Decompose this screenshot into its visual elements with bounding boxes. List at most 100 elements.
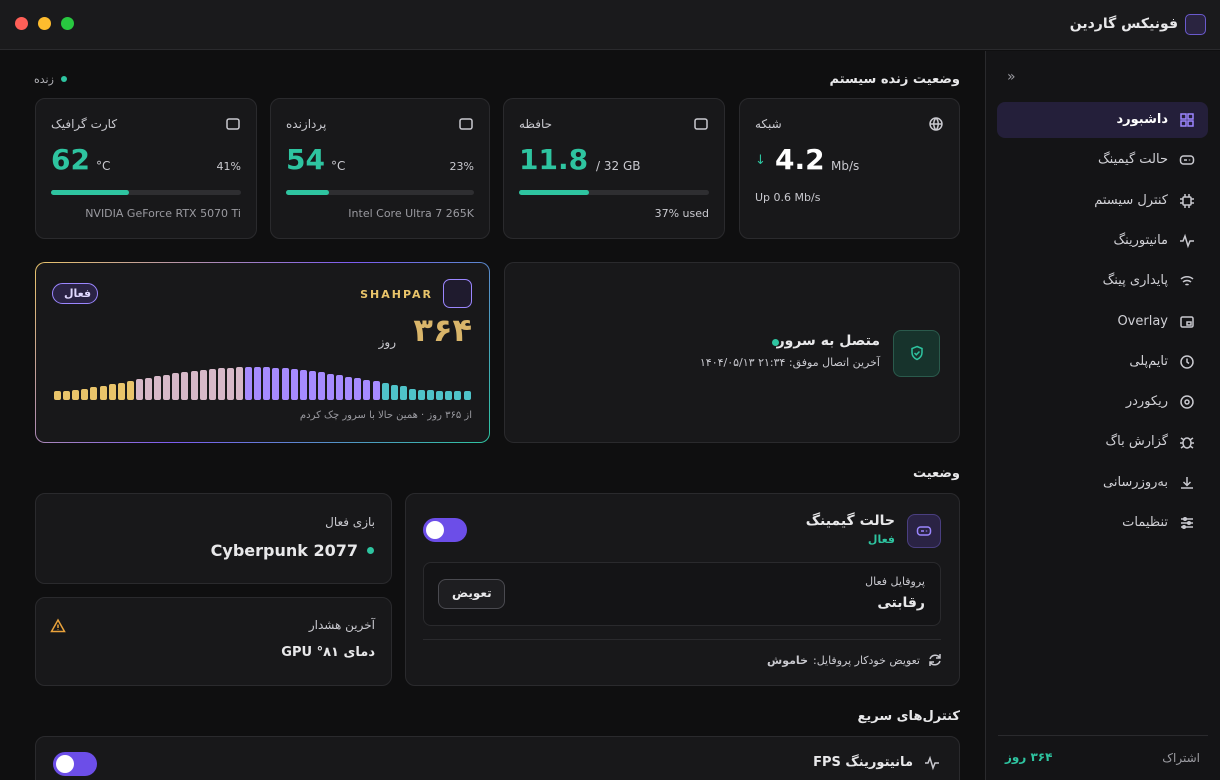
progress-track: [51, 190, 241, 195]
nav-icon: [1180, 355, 1194, 369]
app-logo: [1185, 14, 1206, 35]
gaming-title: حالت گیمینگ: [805, 513, 895, 529]
spark-bar: [126, 381, 134, 400]
spark-bar: [254, 367, 262, 400]
spark-bar: [390, 384, 398, 400]
refresh-icon: [929, 654, 941, 666]
spark-bar: [190, 370, 198, 400]
spark-bar: [308, 370, 316, 400]
card-detail: Intel Core Ultra 7 265K: [348, 207, 474, 220]
server-dot: [772, 339, 779, 346]
card-title: کارت گرافیک: [51, 117, 118, 131]
alert-label: آخرین هشدار: [308, 618, 375, 632]
spark-bar: [154, 376, 162, 400]
gaming-icon: [916, 526, 932, 536]
profile-box: [423, 562, 941, 626]
card-icon: [694, 118, 708, 130]
spark-bar: [436, 390, 444, 400]
license-caption: از ۳۶۵ روز · همین حالا با سرور چک کردم: [299, 410, 472, 421]
progress-bar: [51, 190, 129, 195]
nav-item[interactable]: تنظیمات: [1122, 515, 1168, 530]
spark-bar: [317, 372, 325, 400]
progress-bar: [286, 190, 330, 195]
nav-item[interactable]: ریکوردر: [1125, 394, 1168, 410]
nav-item[interactable]: گزارش باگ: [1105, 434, 1168, 450]
maximize-button[interactable]: [61, 17, 74, 30]
nav-item[interactable]: کنترل سیستم: [1094, 192, 1168, 208]
switch-button-text: تعویض: [452, 586, 492, 600]
spark-bar: [163, 374, 171, 400]
brand: SHAHPAR: [360, 288, 433, 301]
nav-item[interactable]: داشبورد: [1116, 112, 1168, 127]
spark-bar: [135, 379, 143, 400]
card-detail: NVIDIA GeForce RTX 5070 Ti: [85, 207, 241, 220]
collapse-button[interactable]: »: [1007, 69, 1016, 85]
divider: [998, 735, 1208, 736]
live-status: زنده: [34, 73, 54, 86]
spark-bar: [354, 378, 362, 400]
minimize-button[interactable]: [38, 17, 51, 30]
stat-card: [270, 98, 490, 239]
spark-bar: [99, 385, 107, 400]
stat-card: [503, 98, 725, 239]
nav-item[interactable]: Overlay: [1117, 313, 1168, 329]
divider: [423, 639, 941, 640]
spark-bar: [263, 367, 271, 400]
close-button[interactable]: [15, 17, 28, 30]
spark-bar: [181, 372, 189, 400]
app-title: فونیکس گاردین: [1069, 16, 1178, 32]
spark-bar: [81, 388, 89, 400]
down-arrow: ↓: [755, 153, 766, 168]
game-label: بازی فعال: [325, 515, 375, 529]
spark-bar: [372, 381, 380, 400]
spark-bar: [54, 391, 61, 400]
stat-value: 54: [286, 143, 325, 176]
nav-item[interactable]: تایم‌پلی: [1129, 353, 1168, 369]
card-title: حافظه: [519, 117, 553, 131]
spark-bar: [454, 391, 462, 400]
nav-item-active[interactable]: [997, 102, 1208, 138]
card-detail: Up 0.6 Mb/s: [755, 191, 821, 204]
spark-bar: [363, 379, 371, 400]
stat-value: 62: [51, 143, 90, 176]
spark-bar: [418, 389, 425, 400]
game-dot: [367, 547, 374, 554]
alert-text: دمای ۸۱° GPU: [281, 645, 375, 660]
nav-item[interactable]: به‌روزرسانی: [1102, 474, 1168, 490]
spark-bar: [172, 373, 180, 400]
spark-bar: [236, 367, 243, 400]
game-name: Cyberpunk 2077: [210, 541, 358, 560]
nav-icon: [1180, 113, 1194, 127]
title-bar: [0, 0, 1220, 50]
nav-item[interactable]: پایداری پینگ: [1102, 273, 1168, 289]
auto-label: تعویض خودکار پروفایل:: [812, 654, 920, 667]
nav-icon: [1181, 516, 1193, 530]
stat-card: [35, 98, 257, 239]
nav-item[interactable]: مانیتورینگ: [1113, 232, 1168, 248]
shield-icon: [911, 345, 923, 361]
spark-bar: [63, 390, 71, 400]
card-icon: [459, 118, 473, 130]
usage-label: 37% used: [654, 207, 709, 220]
live-dot: [61, 76, 67, 82]
nav-item[interactable]: حالت گیمینگ: [1098, 152, 1168, 168]
spark-bar: [72, 389, 80, 400]
nav-icon: [1180, 395, 1194, 409]
quick-icon: [925, 755, 939, 771]
nav-icon: [1180, 276, 1194, 286]
nav-icon: [1180, 437, 1194, 450]
toggle-knob: [56, 755, 74, 773]
spark-bar: [327, 373, 334, 400]
stat-unit: Mb/s: [831, 159, 860, 173]
spark-bar: [281, 368, 289, 400]
toggle-knob: [426, 521, 444, 539]
stat-unit: °C: [331, 159, 346, 173]
progress-bar: [519, 190, 590, 195]
spark-bar: [336, 374, 344, 400]
badge: [52, 283, 98, 304]
switch-button[interactable]: [438, 579, 505, 609]
stat-value: 4.2: [775, 143, 825, 176]
progress-track: [519, 190, 709, 195]
nav-icon: [1180, 233, 1194, 249]
